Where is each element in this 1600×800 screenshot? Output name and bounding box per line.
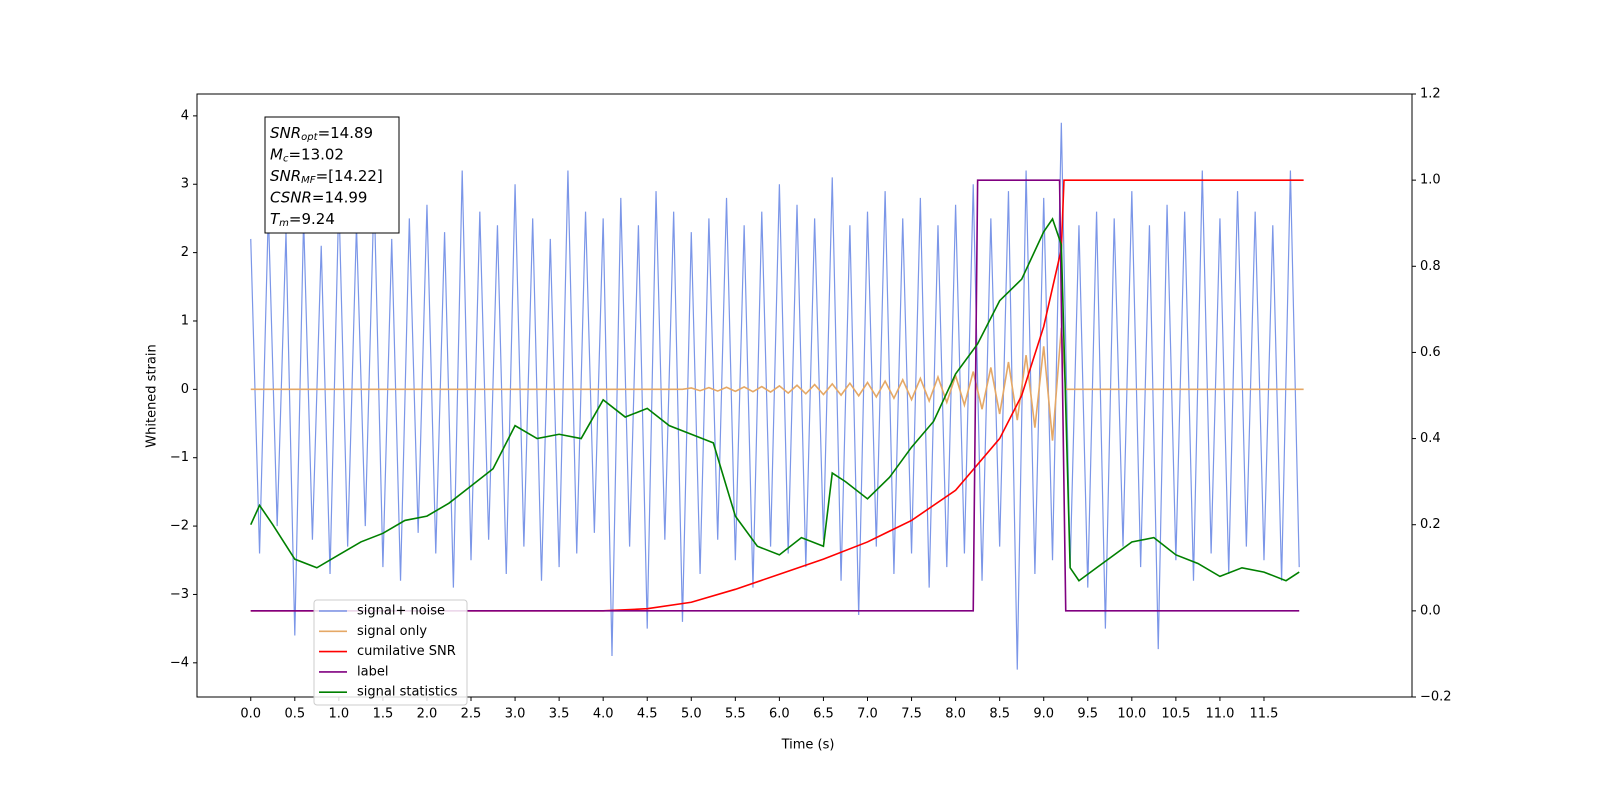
y2-tick-label: 1.0	[1420, 173, 1441, 188]
series-line	[250, 122, 1300, 670]
x-tick-label: 3.0	[505, 707, 526, 722]
annotation-symbol: T	[270, 210, 281, 228]
x-tick-label: 7.0	[857, 707, 878, 722]
series-line	[250, 327, 1304, 441]
legend-label: signal+ noise	[357, 604, 445, 619]
annotation-subscript: m	[279, 218, 289, 229]
x-tick-label: 7.5	[901, 707, 922, 722]
annotation: Mc=13.02	[270, 145, 344, 165]
y-tick-label: 2	[181, 245, 189, 260]
x-tick-label: 4.0	[593, 707, 614, 722]
x-tick-label: 6.5	[813, 707, 834, 722]
y-tick-label: −1	[170, 450, 189, 465]
series-line	[250, 217, 1300, 582]
x-tick-label: 5.0	[681, 707, 702, 722]
annotation-subscript: c	[283, 154, 289, 165]
y2-tick-label: 0.6	[1420, 345, 1441, 360]
x-tick-label: 2.0	[417, 707, 438, 722]
annotation-symbol: SNR	[270, 167, 301, 185]
legend-label: label	[357, 664, 388, 679]
y-tick-label: −3	[170, 587, 189, 602]
annotation: SNRopt=14.89	[270, 124, 373, 144]
x-tick-label: 5.5	[725, 707, 746, 722]
x-tick-label: 9.5	[1077, 707, 1098, 722]
annotation-value: =14.99	[312, 188, 368, 206]
y-tick-label: 4	[181, 108, 189, 123]
y2-tick-label: 0.2	[1420, 517, 1441, 532]
annotation-subscript: MF	[301, 175, 316, 186]
y-tick-label: −2	[170, 519, 189, 534]
y2-tick-label: 0.4	[1420, 431, 1441, 446]
legend-label: cumilative SNR	[357, 644, 456, 659]
annotation-box	[264, 116, 400, 234]
y-axis-label: Whitened strain	[145, 344, 160, 447]
x-tick-label: 1.0	[329, 707, 350, 722]
x-tick-label: 0.0	[240, 707, 261, 722]
x-tick-label: 9.0	[1033, 707, 1054, 722]
x-tick-label: 0.5	[284, 707, 305, 722]
x-tick-label: 2.5	[461, 707, 482, 722]
x-tick-label: 4.5	[637, 707, 658, 722]
y2-tick-label: 1.2	[1420, 87, 1441, 102]
axes-frame	[196, 93, 1413, 698]
annotation: Tm=9.24	[270, 210, 335, 230]
y2-tick-label: 0.8	[1420, 259, 1441, 274]
annotation-value: =13.02	[288, 145, 344, 163]
plot-area	[250, 122, 1304, 670]
y-tick-label: 0	[181, 382, 189, 397]
y2-tick-label: 0.0	[1420, 603, 1441, 618]
x-tick-label: 11.0	[1205, 707, 1234, 722]
x-tick-label: 3.5	[549, 707, 570, 722]
x-tick-label: 8.5	[989, 707, 1010, 722]
legend-label: signal statistics	[357, 685, 458, 700]
series-line	[250, 179, 1304, 612]
annotation-symbol: M	[270, 145, 283, 163]
x-tick-label: 10.0	[1117, 707, 1146, 722]
annotation-symbol: SNR	[270, 124, 301, 142]
annotation-subscript: opt	[301, 132, 318, 143]
x-tick-label: 8.0	[945, 707, 966, 722]
y2-tick-label: −0.2	[1420, 690, 1452, 705]
annotation: CSNR=14.99	[270, 188, 367, 206]
series-line	[250, 179, 1300, 612]
annotation-value: =9.24	[289, 210, 335, 228]
annotation-value: =14.89	[318, 124, 374, 142]
x-tick-label: 10.5	[1161, 707, 1190, 722]
x-tick-label: 11.5	[1250, 707, 1279, 722]
x-tick-label: 1.5	[373, 707, 394, 722]
y-tick-label: 1	[181, 313, 189, 328]
legend-label: signal only	[357, 624, 427, 639]
x-axis-label: Time (s)	[781, 738, 835, 753]
y-tick-label: −4	[170, 655, 189, 670]
annotation-value: =[14.22]	[316, 167, 383, 185]
legend-box	[313, 599, 468, 706]
y-tick-label: 3	[181, 177, 189, 192]
annotation-symbol: CSNR	[270, 188, 312, 206]
annotation: SNRMF=[14.22]	[270, 167, 383, 187]
x-tick-label: 6.0	[769, 707, 790, 722]
